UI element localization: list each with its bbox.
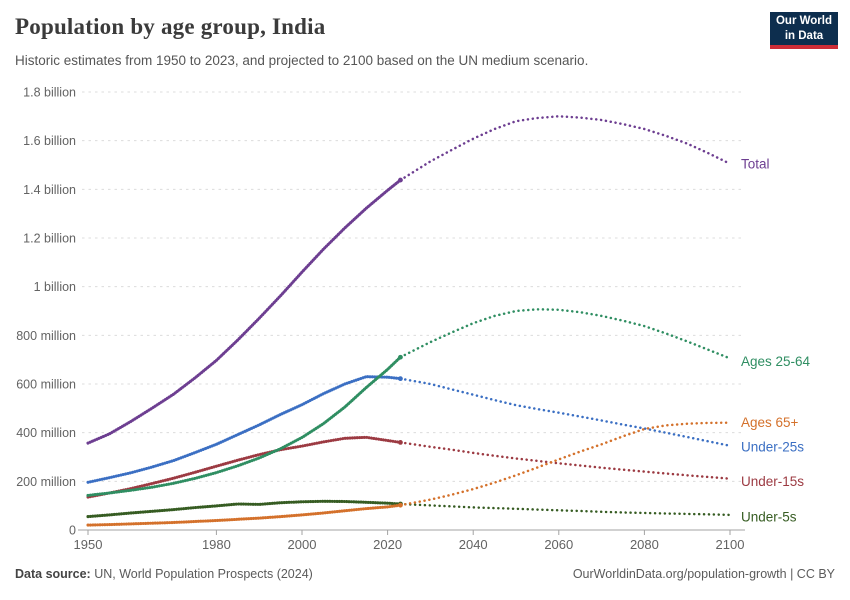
series-line-projection xyxy=(399,502,732,517)
series-label: Under-5s xyxy=(741,509,797,524)
x-tick-label: 2040 xyxy=(459,537,488,552)
owid-footer-link[interactable]: OurWorldinData.org/population-growth | C… xyxy=(572,567,835,581)
y-tick-label: 0 xyxy=(69,524,76,538)
series-label: Ages 25-64 xyxy=(741,354,811,369)
series-line-projection xyxy=(399,308,732,360)
x-tick-label: 2000 xyxy=(288,537,317,552)
series-line-projection xyxy=(399,421,732,507)
y-tick-label: 400 million xyxy=(16,426,76,440)
y-tick-label: 800 million xyxy=(16,329,76,343)
y-tick-label: 200 million xyxy=(16,475,76,489)
x-tick-label: 1950 xyxy=(74,537,103,552)
series-line-projection xyxy=(399,377,732,448)
series-line-historic xyxy=(86,435,402,499)
y-tick-label: 1.4 billion xyxy=(23,183,76,197)
series-line-projection xyxy=(399,441,732,480)
x-tick-label: 2100 xyxy=(716,537,745,552)
y-tick-label: 600 million xyxy=(16,378,76,392)
series-line-historic xyxy=(86,503,402,527)
series-endpoint xyxy=(398,440,403,445)
data-source: Data source: UN, World Population Prospe… xyxy=(15,567,313,581)
series-endpoint xyxy=(398,177,403,183)
y-tick-label: 1 billion xyxy=(34,280,76,294)
series-line-historic xyxy=(86,178,402,445)
chart-footer: Data source: UN, World Population Prospe… xyxy=(0,567,850,581)
series-label: Total xyxy=(741,156,770,171)
x-tick-label: 2080 xyxy=(630,537,659,552)
owid-logo-accent xyxy=(770,45,838,49)
y-tick-label: 1.2 billion xyxy=(23,232,76,246)
owid-logo[interactable]: Our World in Data xyxy=(770,12,838,45)
data-source-label: Data source: xyxy=(15,567,91,581)
series-line-historic xyxy=(86,355,402,497)
x-tick-label: 2060 xyxy=(544,537,573,552)
data-source-text: UN, World Population Prospects (2024) xyxy=(90,567,313,581)
series-endpoint xyxy=(398,502,403,508)
series-line-historic xyxy=(86,499,402,519)
series-line-historic xyxy=(86,375,402,484)
x-tick-label: 2020 xyxy=(373,537,402,552)
x-tick-label: 1980 xyxy=(202,537,231,552)
series-label: Under-25s xyxy=(741,439,804,454)
y-tick-label: 1.8 billion xyxy=(23,86,76,100)
owid-logo-line1: Our World xyxy=(775,15,832,28)
y-tick-label: 1.6 billion xyxy=(23,134,76,148)
series-line-projection xyxy=(399,115,732,182)
chart-title: Population by age group, India xyxy=(15,14,326,39)
series-label: Under-15s xyxy=(741,474,804,489)
series-label: Ages 65+ xyxy=(741,415,799,430)
series-endpoint xyxy=(398,376,403,382)
chart-subtitle: Historic estimates from 1950 to 2023, an… xyxy=(15,53,589,68)
series-endpoint xyxy=(398,354,403,360)
owid-logo-line2: in Data xyxy=(784,29,824,42)
